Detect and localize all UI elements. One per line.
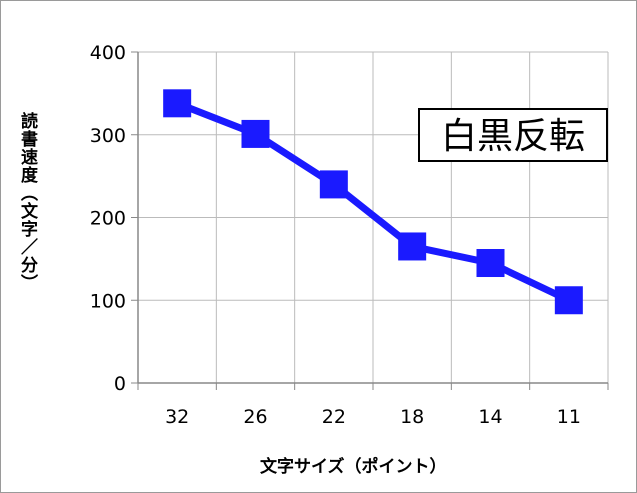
x-tick-label: 32: [165, 406, 189, 428]
x-axis-label: 文字サイズ（ポイント）: [260, 457, 447, 477]
x-tick-label: 26: [243, 406, 267, 428]
x-tick-label: 14: [478, 406, 502, 428]
data-point-marker: [554, 286, 583, 315]
x-tick-label: 11: [557, 406, 581, 428]
data-point-marker: [398, 232, 427, 261]
y-tick-label: 100: [90, 290, 126, 312]
x-tick-label: 18: [400, 406, 424, 428]
data-point-marker: [319, 170, 348, 199]
data-point-marker: [241, 119, 270, 148]
data-point-marker: [476, 249, 505, 278]
data-point-marker: [163, 89, 192, 118]
annotation-label: 白黒反転: [418, 108, 608, 162]
x-tick-label: 22: [322, 406, 346, 428]
y-tick-label: 0: [114, 373, 126, 395]
y-tick-label: 400: [90, 42, 126, 64]
y-tick-label: 300: [90, 125, 126, 147]
y-tick-label: 200: [90, 208, 126, 230]
y-axis-label: 読書速度（文字／分）: [17, 112, 37, 292]
